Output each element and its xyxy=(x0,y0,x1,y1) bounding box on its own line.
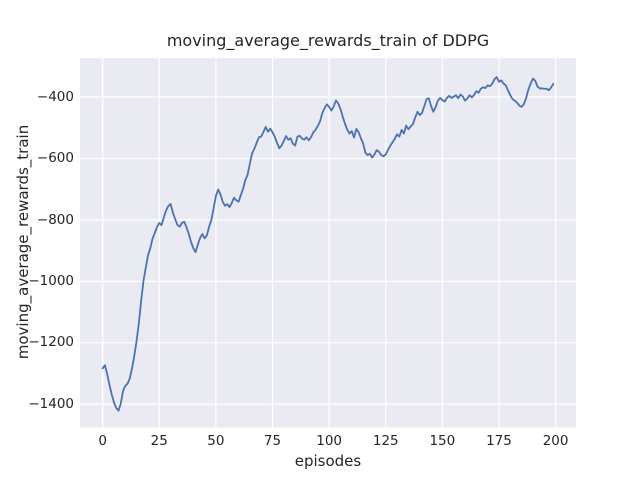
y-tick-label: −400 xyxy=(36,88,74,105)
y-tick-label: −1000 xyxy=(28,272,74,289)
y-tick-label: −800 xyxy=(36,211,74,228)
x-tick-label: 75 xyxy=(263,433,282,450)
x-tick-label: 200 xyxy=(542,433,569,450)
x-tick-label: 50 xyxy=(207,433,225,450)
x-axis-label: episodes xyxy=(294,452,362,470)
x-tick-label: 100 xyxy=(316,433,343,450)
data-series-line xyxy=(101,76,555,412)
y-tick-label: −1400 xyxy=(28,395,74,412)
x-tick-label: 175 xyxy=(486,433,512,450)
plot-background xyxy=(80,58,576,428)
x-tick-label: 25 xyxy=(150,433,168,450)
y-tick-label: −1200 xyxy=(28,334,74,351)
plot-area xyxy=(80,58,576,428)
chart-title: moving_average_rewards_train of DDPG xyxy=(166,31,490,50)
x-tick-label: 0 xyxy=(98,433,107,450)
y-tick-label: −600 xyxy=(36,150,74,167)
x-tick-label: 150 xyxy=(429,433,456,450)
chart-canvas xyxy=(80,58,576,428)
x-tick-label: 125 xyxy=(372,433,399,450)
